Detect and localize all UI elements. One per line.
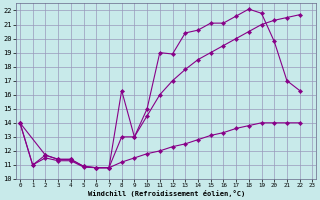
X-axis label: Windchill (Refroidissement éolien,°C): Windchill (Refroidissement éolien,°C) [88, 190, 245, 197]
